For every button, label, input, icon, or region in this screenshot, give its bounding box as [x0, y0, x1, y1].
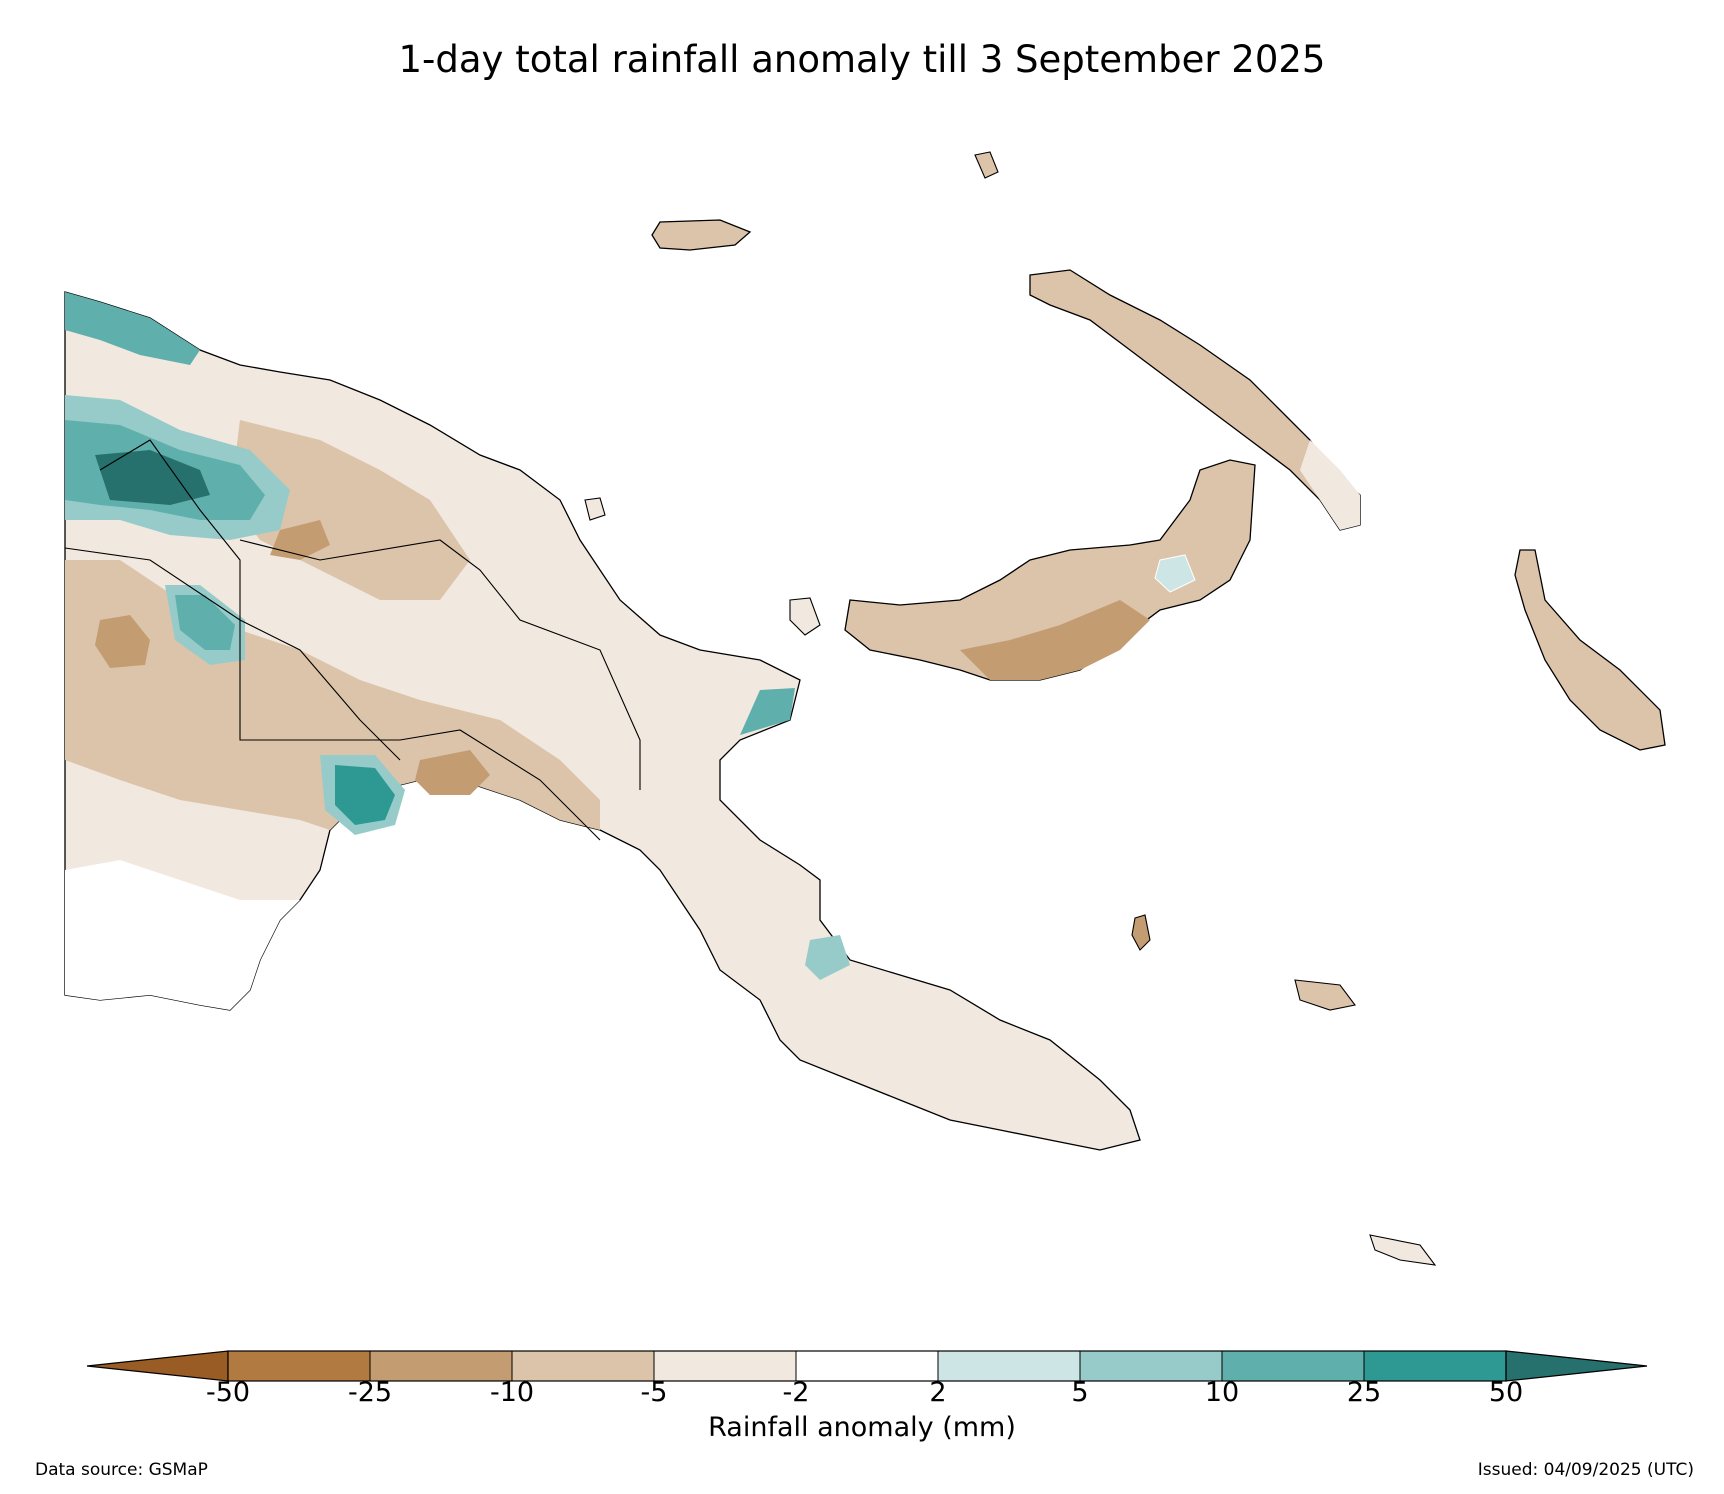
- province-border-2: [239, 539, 641, 790]
- colorbar-bin-9: [1364, 1351, 1506, 1381]
- colorbar-outline: [227, 1350, 1507, 1382]
- colorbar-bin-6: [938, 1351, 1080, 1381]
- colorbar: [86, 1350, 1648, 1382]
- colorbar-bin-8: [1222, 1351, 1364, 1381]
- anomaly-neutral-south: [65, 860, 300, 1010]
- colorbar-tick: -25: [347, 1377, 393, 1408]
- milne-bay-islands: [1294, 979, 1356, 1011]
- colorbar-bin-4: [654, 1351, 796, 1381]
- colorbar-bin-1: [228, 1351, 370, 1381]
- anomaly-dry-strong-3: [270, 520, 330, 560]
- manus-island: [651, 219, 752, 251]
- province-border: [64, 547, 401, 761]
- anomaly-wet-east: [740, 688, 795, 735]
- colorbar-tick: 2: [929, 1377, 947, 1408]
- trobriand-island: [1131, 914, 1151, 951]
- province-border-3: [99, 439, 601, 841]
- new-ireland: [1029, 269, 1361, 531]
- colorbar-bin-7: [1080, 1351, 1222, 1381]
- issued-date: Issued: 04/09/2025 (UTC): [1477, 1460, 1694, 1480]
- anomaly-wet-nw-core: [95, 450, 210, 505]
- anomaly-dry-strong: [95, 615, 150, 668]
- new-britain-wet: [1154, 554, 1196, 593]
- bougainville-island: [1514, 549, 1666, 751]
- colorbar-tick: -50: [205, 1377, 251, 1408]
- anomaly-wet-gulf-core: [335, 765, 395, 825]
- colorbar-extend-high: [1505, 1350, 1648, 1382]
- anomaly-wet-centre-core: [175, 595, 235, 650]
- colorbar-tick: 10: [1204, 1377, 1240, 1408]
- rossel-island: [1369, 1234, 1437, 1266]
- data-source: Data source: GSMaP: [35, 1460, 208, 1480]
- karkar-island: [584, 497, 606, 521]
- new-britain: [844, 459, 1256, 681]
- anomaly-wet-se: [805, 935, 850, 980]
- colorbar-bin-2: [370, 1351, 512, 1381]
- new-britain-dry-strong: [960, 600, 1150, 680]
- colorbar-tick: 25: [1346, 1377, 1382, 1408]
- colorbar-tick: 50: [1488, 1377, 1524, 1408]
- map-title: 1-day total rainfall anomaly till 3 Sept…: [398, 38, 1326, 81]
- colorbar-bin-5: [796, 1351, 938, 1381]
- colorbar-bin-3: [512, 1351, 654, 1381]
- colorbar-tick: -5: [640, 1377, 668, 1408]
- umboi-island: [789, 597, 821, 636]
- colorbar-tick: 5: [1071, 1377, 1089, 1408]
- new-britain-land: [844, 459, 1256, 681]
- colorbar-tick: -10: [489, 1377, 535, 1408]
- colorbar-label: Rainfall anomaly (mm): [708, 1412, 1016, 1443]
- colorbar-tick: -2: [782, 1377, 810, 1408]
- anomaly-wet-top: [65, 292, 200, 365]
- anomaly-dry-strong-2: [415, 750, 490, 795]
- new-ireland-neutral: [1300, 440, 1360, 530]
- mussau-island: [974, 151, 999, 179]
- mainland: [64, 291, 1141, 1151]
